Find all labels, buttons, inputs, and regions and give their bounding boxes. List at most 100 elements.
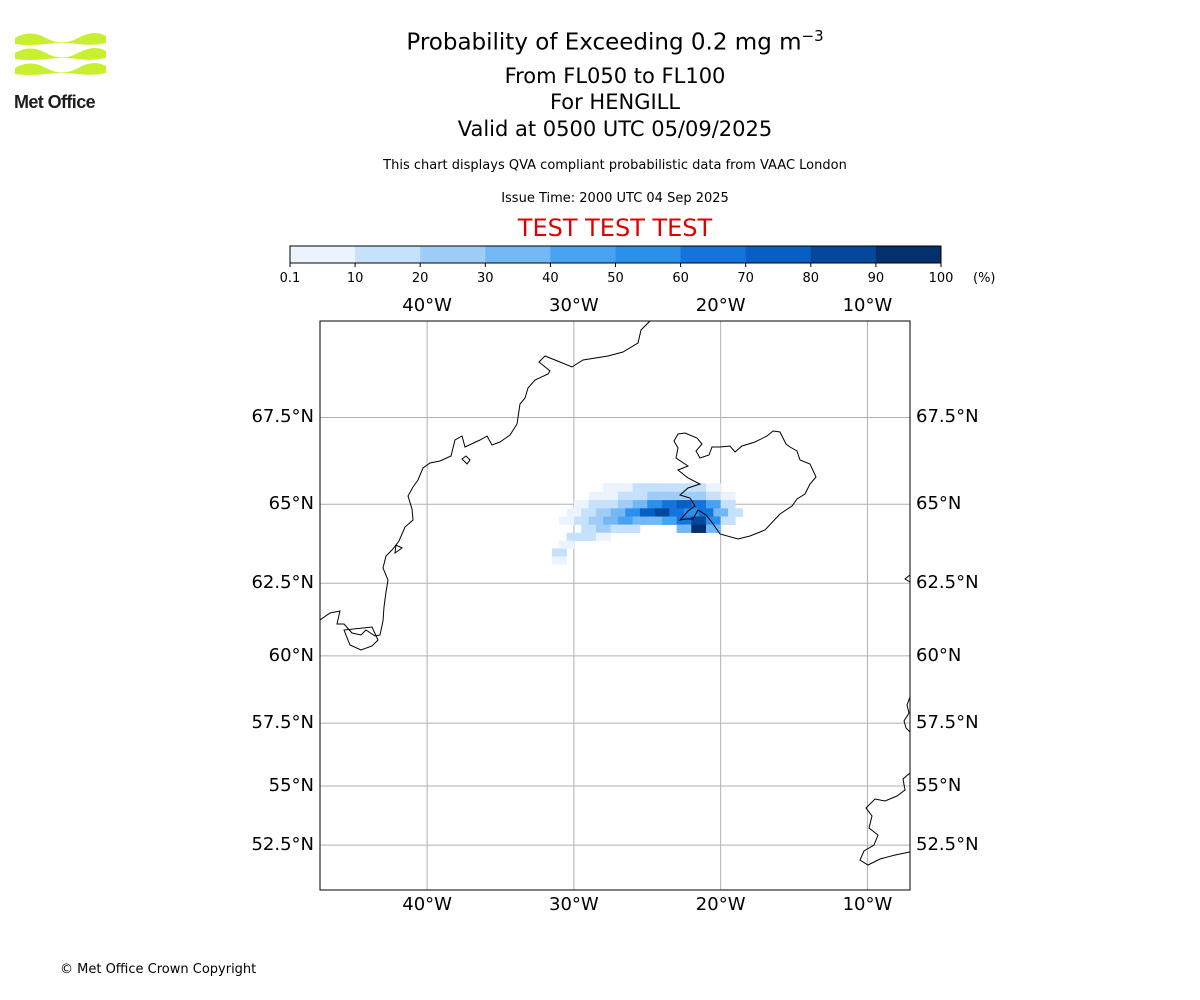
valid-time: Valid at 0500 UTC 05/09/2025 xyxy=(457,117,773,141)
probability-cell xyxy=(559,540,575,549)
probability-cell xyxy=(647,491,663,501)
colorbar-swatch xyxy=(290,246,356,263)
colorbar-tick-label: 50 xyxy=(607,271,624,286)
probability-cell xyxy=(610,508,626,517)
probability-cell xyxy=(617,491,633,501)
probability-cell xyxy=(728,508,743,517)
logo-wave xyxy=(15,32,106,45)
probability-cell xyxy=(713,508,729,517)
latitude-label-right: 57.5°N xyxy=(916,712,979,734)
colorbar-tick-label: 40 xyxy=(542,271,559,286)
probability-cell xyxy=(647,516,663,525)
probability-cell xyxy=(551,556,567,565)
colorbar-swatch xyxy=(355,246,421,263)
probability-cell xyxy=(661,516,677,525)
colorbar-swatch xyxy=(810,246,877,263)
colorbar-swatch xyxy=(875,246,942,263)
longitude-label-bottom: 40°W xyxy=(402,894,452,915)
probability-cell xyxy=(720,491,736,501)
probability-cell xyxy=(647,483,663,493)
scotland-coast xyxy=(859,772,910,866)
probability-cell xyxy=(705,483,721,493)
logo-wave xyxy=(15,62,106,75)
greenland-island xyxy=(461,455,471,465)
greenland-island xyxy=(394,544,403,555)
probability-field xyxy=(551,483,743,565)
longitude-label-bottom: 10°W xyxy=(842,894,893,915)
probability-cell xyxy=(581,532,597,541)
probability-cell xyxy=(617,483,633,493)
longitude-label-top: 20°W xyxy=(695,295,746,316)
probability-cell xyxy=(691,516,707,525)
colorbar-tick-label: 10 xyxy=(346,271,364,286)
latitude-label-right: 52.5°N xyxy=(916,834,979,856)
latitude-label-left: 65°N xyxy=(268,493,314,515)
probability-cell xyxy=(720,500,736,509)
colorbar-tick-label: 90 xyxy=(867,271,885,286)
probability-cell xyxy=(632,483,648,493)
probability-cell xyxy=(559,516,575,525)
probability-cell xyxy=(603,500,619,509)
probability-cell xyxy=(632,516,648,525)
probability-cell xyxy=(566,508,582,517)
probability-cell xyxy=(595,524,611,533)
colorbar-swatch xyxy=(615,246,682,263)
volcano-name: For HENGILL xyxy=(549,90,681,114)
colorbar-tick-label: 30 xyxy=(477,271,494,286)
probability-cell xyxy=(588,516,604,525)
probability-cell xyxy=(573,516,589,525)
probability-cell xyxy=(603,483,619,493)
colorbar-tick-label: 20 xyxy=(411,271,429,286)
probability-cell xyxy=(603,491,619,501)
chart-title-text: Probability of Exceeding 0.2 mg m xyxy=(406,29,802,56)
longitude-label-top: 10°W xyxy=(842,295,893,316)
probability-cell xyxy=(676,500,692,509)
probability-cell xyxy=(683,508,699,517)
colorbar xyxy=(289,245,942,267)
greenland-island xyxy=(343,626,379,651)
longitude-label-bottom: 20°W xyxy=(695,894,746,915)
map-gridlines xyxy=(320,321,910,890)
latitude-label-right: 55°N xyxy=(916,775,962,797)
probability-cell xyxy=(573,500,589,509)
probability-cell xyxy=(603,516,619,525)
probability-cell xyxy=(625,508,641,517)
probability-cell xyxy=(676,483,692,493)
colorbar-swatch xyxy=(485,246,551,263)
probability-cell xyxy=(705,500,721,509)
latitude-label-left: 52.5°N xyxy=(251,834,314,856)
probability-cell xyxy=(720,516,736,525)
latitude-label-left: 67.5°N xyxy=(251,406,314,428)
greenland-coast xyxy=(320,321,651,637)
latitude-label-right: 67.5°N xyxy=(916,406,979,428)
probability-cell xyxy=(691,491,707,501)
probability-cell xyxy=(705,524,721,533)
colorbar-tick-label: 60 xyxy=(672,271,689,286)
longitude-label-top: 30°W xyxy=(549,295,599,316)
latitude-label-left: 60°N xyxy=(268,644,314,666)
probability-cell xyxy=(617,516,633,525)
colorbar-swatch xyxy=(420,246,486,263)
copyright: © Met Office Crown Copyright xyxy=(60,962,257,977)
probability-cell xyxy=(705,491,721,501)
chart-title-exponent: −3 xyxy=(801,27,824,45)
colorbar-unit: (%) xyxy=(973,271,996,286)
logo-wave xyxy=(15,47,106,60)
probability-cell xyxy=(661,483,677,493)
logo-text: Met Office xyxy=(14,92,96,112)
map-frame xyxy=(319,320,911,891)
shetland-coast xyxy=(903,696,910,733)
flight-levels: From FL050 to FL100 xyxy=(504,64,726,88)
probability-cell xyxy=(639,508,655,517)
probability-cell xyxy=(588,500,604,509)
probability-cell xyxy=(632,491,648,501)
probability-cell xyxy=(661,491,677,501)
probability-cell xyxy=(610,524,626,533)
probability-cell xyxy=(581,524,597,533)
probability-cell xyxy=(698,508,714,517)
probability-cell xyxy=(661,500,677,509)
latitude-label-left: 57.5°N xyxy=(251,712,314,734)
longitude-label-bottom: 30°W xyxy=(549,894,599,915)
probability-cell xyxy=(581,508,597,517)
